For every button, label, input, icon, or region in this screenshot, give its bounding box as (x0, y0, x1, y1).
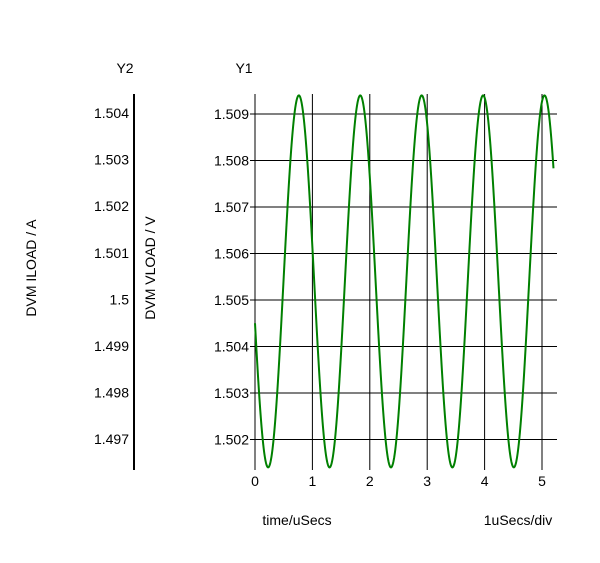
y1-axis: 1.509 1.508 1.507 1.506 1.505 1.504 1.503 1.502 (214, 106, 255, 448)
y1-axis-name: Y1 (235, 60, 252, 76)
y1-tick-label: 1.505 (214, 292, 249, 308)
y1-axis-label: DVM VLOAD / V (142, 216, 158, 320)
x-axis: 0 1 2 3 4 5 (251, 473, 546, 489)
x-tick-label: 2 (366, 473, 374, 489)
x-axis-label: time/uSecs (262, 512, 331, 528)
y1-tick-label: 1.507 (214, 199, 249, 215)
y2-tick-label: 1.504 (94, 105, 129, 121)
y2-tick-label: 1.503 (94, 152, 129, 168)
y1-tick-label: 1.502 (214, 432, 249, 448)
y2-tick-label: 1.499 (94, 338, 129, 354)
y2-tick-label: 1.497 (94, 431, 129, 447)
y1-tick-label: 1.503 (214, 385, 249, 401)
y1-tick-label: 1.504 (214, 339, 249, 355)
x-tick-label: 3 (423, 473, 431, 489)
series-line (254, 94, 555, 469)
x-tick-label: 1 (309, 473, 317, 489)
y2-axis: 1.504 1.503 1.502 1.501 1.5 1.499 1.498 1.497 (94, 94, 135, 470)
y2-axis-name: Y2 (116, 60, 133, 76)
y2-tick-label: 1.502 (94, 198, 129, 214)
y1-tick-label: 1.506 (214, 246, 249, 262)
y2-tick-label: 1.5 (110, 291, 130, 307)
y2-tick-label: 1.501 (94, 245, 129, 261)
x-tick-label: 4 (481, 473, 489, 489)
y1-tick-label: 1.509 (214, 106, 249, 122)
x-tick-label: 0 (251, 473, 259, 489)
y1-tick-label: 1.508 (214, 153, 249, 169)
y2-tick-label: 1.498 (94, 385, 129, 401)
x-tick-label: 5 (538, 473, 546, 489)
y2-axis-label: DVM ILOAD / A (23, 219, 39, 317)
x-scale-label: 1uSecs/div (484, 512, 552, 528)
series-group (254, 94, 555, 469)
